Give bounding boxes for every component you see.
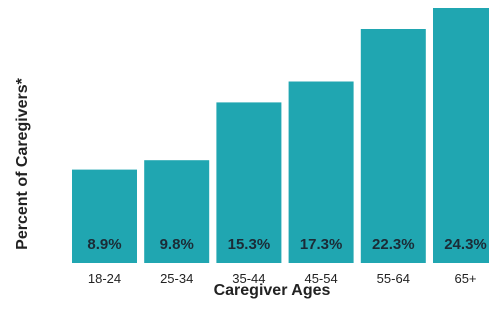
bar-45-54 [288,81,354,263]
x-axis-title: Caregiver Ages [214,282,331,299]
x-tick-label: 35-44 [232,271,265,286]
bar-25-34 [144,160,210,263]
bar-value-label: 8.9% [87,236,121,253]
bar-value-label: 22.3% [372,236,415,253]
x-tick-label: 25-34 [160,271,193,286]
bar-value-label: 15.3% [228,236,271,253]
bar-value-label: 17.3% [300,236,343,253]
bar-55-64 [360,29,426,263]
x-tick-label: 18-24 [88,271,121,286]
bars-group [72,8,489,264]
value-labels-group: 8.9% 9.8% 15.3% 17.3% 22.3% 24.3% [87,236,486,253]
bar-65+ [433,8,489,263]
x-tick-labels-group: 18-24 25-34 35-44 45-54 55-64 65+ [88,271,477,286]
bar-value-label: 24.3% [444,236,487,253]
bar-35-44 [216,102,282,264]
bar-value-label: 9.8% [160,236,194,253]
x-tick-label: 65+ [454,271,476,286]
y-axis-title: Percent of Caregivers* [14,77,31,249]
bar-18-24 [72,169,137,263]
x-tick-label: 55-64 [377,271,410,286]
x-tick-label: 45-54 [304,271,337,286]
